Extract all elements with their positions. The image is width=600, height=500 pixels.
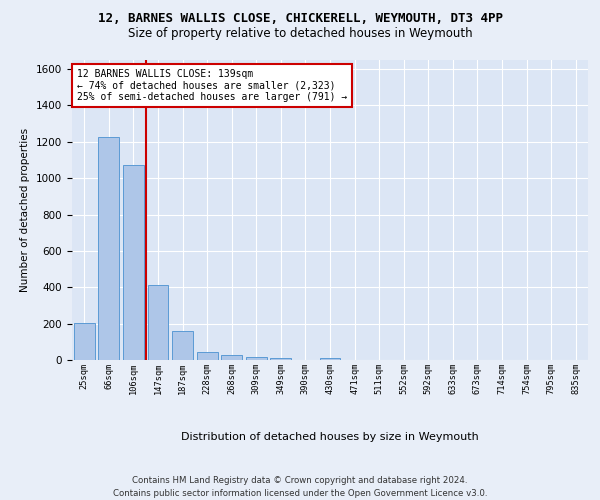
Text: Contains HM Land Registry data © Crown copyright and database right 2024.
Contai: Contains HM Land Registry data © Crown c… — [113, 476, 487, 498]
Text: Size of property relative to detached houses in Weymouth: Size of property relative to detached ho… — [128, 28, 472, 40]
Bar — [197, 352, 218, 360]
Bar — [221, 355, 242, 360]
Text: Distribution of detached houses by size in Weymouth: Distribution of detached houses by size … — [181, 432, 479, 442]
Bar — [74, 323, 95, 360]
Bar — [271, 358, 292, 360]
Bar — [246, 356, 267, 360]
Y-axis label: Number of detached properties: Number of detached properties — [20, 128, 31, 292]
Text: 12 BARNES WALLIS CLOSE: 139sqm
← 74% of detached houses are smaller (2,323)
25% : 12 BARNES WALLIS CLOSE: 139sqm ← 74% of … — [77, 69, 347, 102]
Bar — [320, 358, 340, 360]
Bar — [148, 286, 169, 360]
Text: 12, BARNES WALLIS CLOSE, CHICKERELL, WEYMOUTH, DT3 4PP: 12, BARNES WALLIS CLOSE, CHICKERELL, WEY… — [97, 12, 503, 26]
Bar — [123, 164, 144, 360]
Bar — [172, 330, 193, 360]
Bar — [98, 138, 119, 360]
